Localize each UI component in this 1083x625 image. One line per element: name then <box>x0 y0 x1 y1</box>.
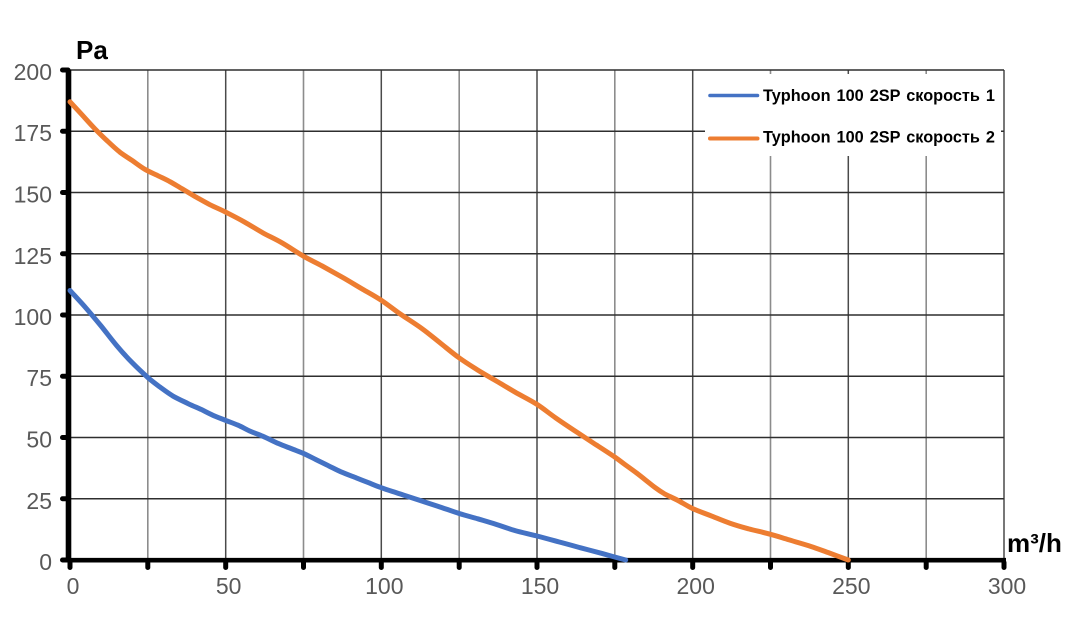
svg-text:50: 50 <box>26 427 52 453</box>
svg-text:75: 75 <box>26 365 52 391</box>
svg-text:100: 100 <box>365 573 403 599</box>
svg-text:m³/h: m³/h <box>1007 528 1062 558</box>
svg-text:250: 250 <box>832 573 870 599</box>
svg-text:25: 25 <box>26 488 52 514</box>
svg-text:150: 150 <box>521 573 559 599</box>
svg-text:Typhoon 100 2SP скорость 2: Typhoon 100 2SP скорость 2 <box>763 129 995 147</box>
svg-text:Pa: Pa <box>76 35 108 65</box>
svg-text:175: 175 <box>14 120 52 146</box>
svg-text:150: 150 <box>14 182 52 208</box>
svg-text:0: 0 <box>67 573 80 599</box>
svg-text:300: 300 <box>988 573 1026 599</box>
svg-text:200: 200 <box>677 573 715 599</box>
svg-text:0: 0 <box>39 549 52 575</box>
svg-text:100: 100 <box>14 304 52 330</box>
svg-text:125: 125 <box>14 243 52 269</box>
svg-text:50: 50 <box>216 573 242 599</box>
svg-text:Typhoon 100 2SP скорость 1: Typhoon 100 2SP скорость 1 <box>763 87 995 105</box>
svg-text:200: 200 <box>14 59 52 85</box>
